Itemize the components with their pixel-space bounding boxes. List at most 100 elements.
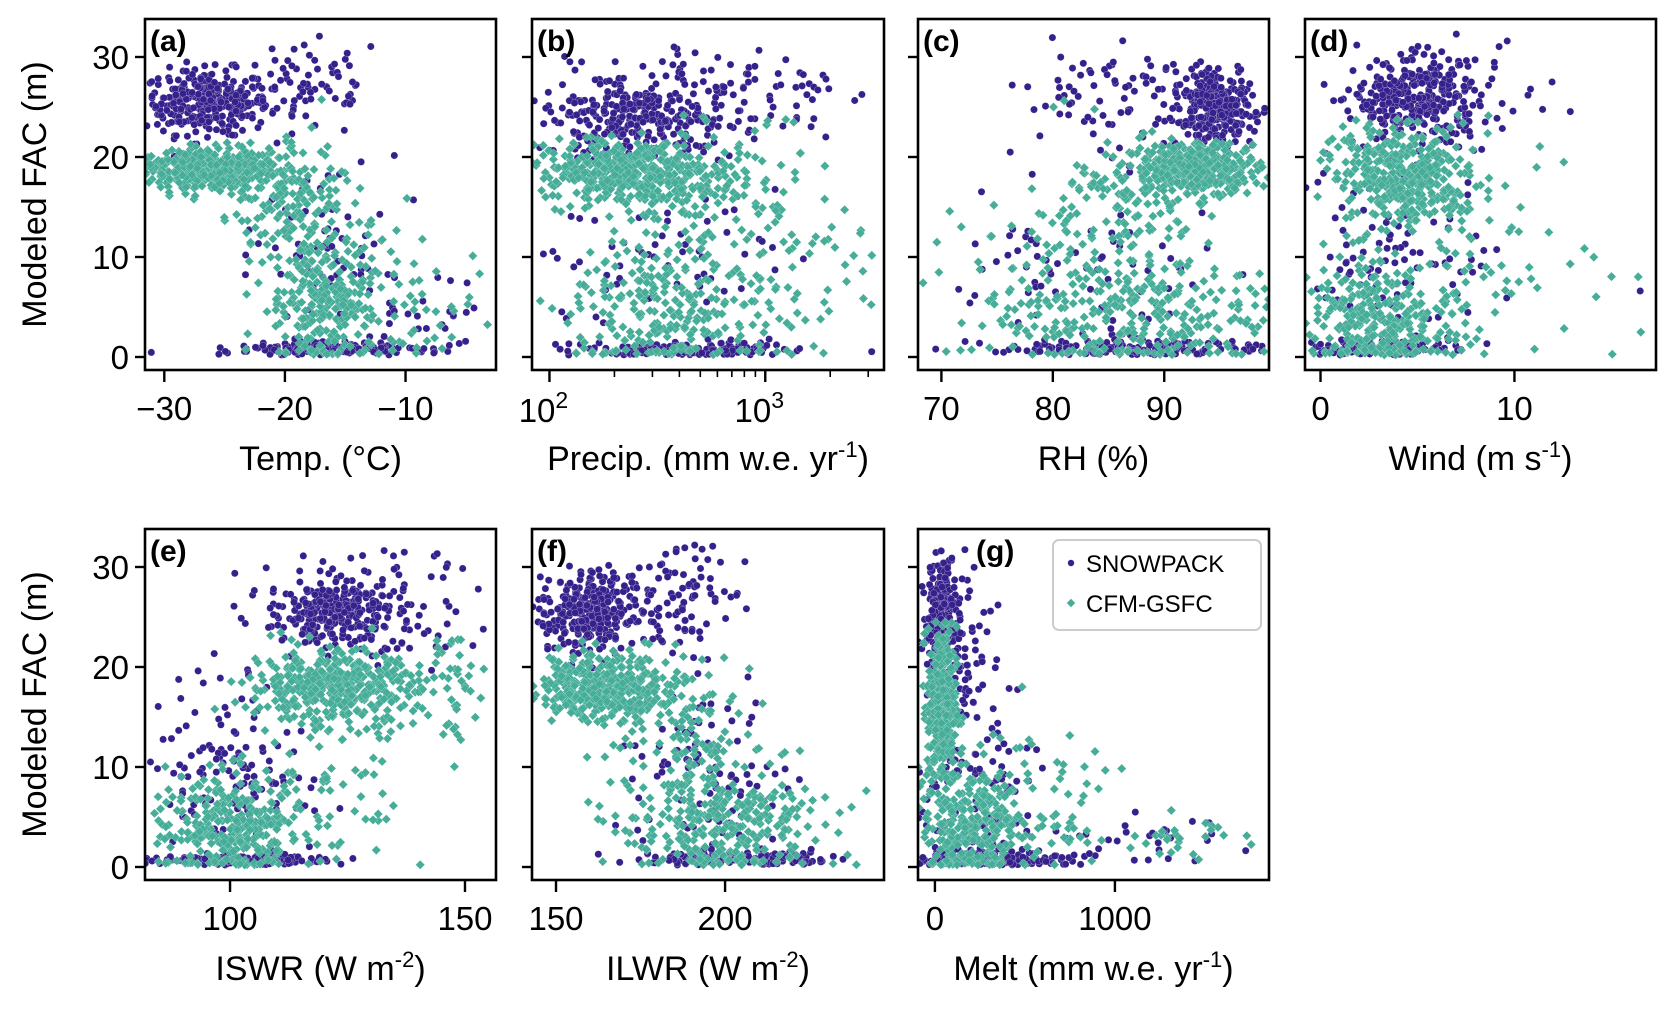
data-point-cfm-gsfc [618, 277, 629, 288]
data-point-snowpack [669, 61, 677, 69]
data-point-cfm-gsfc [782, 318, 792, 328]
data-point-snowpack [556, 119, 565, 127]
data-point-cfm-gsfc [1171, 308, 1182, 318]
data-point-cfm-gsfc [1194, 198, 1205, 209]
data-point-snowpack [445, 341, 454, 350]
data-point-cfm-gsfc [272, 200, 283, 211]
data-point-cfm-gsfc [750, 201, 761, 212]
data-point-cfm-gsfc [1178, 177, 1189, 188]
data-point-cfm-gsfc [690, 201, 700, 212]
data-point-cfm-gsfc [538, 140, 549, 151]
data-point-cfm-gsfc [718, 166, 728, 176]
data-point-cfm-gsfc [644, 330, 654, 341]
data-point-snowpack [1150, 92, 1159, 100]
data-point-snowpack [717, 101, 726, 110]
data-point-cfm-gsfc [1213, 160, 1224, 171]
data-point-cfm-gsfc [298, 148, 308, 158]
data-point-snowpack [238, 126, 247, 135]
data-point-cfm-gsfc [628, 171, 639, 182]
data-point-cfm-gsfc [231, 209, 242, 220]
data-point-cfm-gsfc [808, 341, 819, 352]
data-point-cfm-gsfc [1069, 322, 1079, 333]
data-point-cfm-gsfc [1142, 347, 1153, 357]
data-point-cfm-gsfc [585, 247, 596, 258]
data-point-snowpack [1488, 75, 1496, 83]
data-point-snowpack [304, 71, 313, 79]
x-axis-title: Precip. (mm w.e. yr-1) [547, 437, 869, 478]
data-point-cfm-gsfc [558, 172, 568, 183]
data-point-cfm-gsfc [686, 306, 697, 317]
data-point-cfm-gsfc [1026, 227, 1037, 237]
data-point-snowpack [175, 118, 184, 126]
data-point-snowpack [1420, 102, 1429, 111]
data-point-snowpack [744, 78, 753, 86]
data-point-snowpack [679, 60, 688, 68]
data-point-cfm-gsfc [997, 319, 1008, 330]
data-point-cfm-gsfc [1165, 205, 1176, 216]
data-point-cfm-gsfc [755, 345, 765, 356]
data-point-snowpack [675, 95, 684, 104]
data-point-snowpack [1231, 121, 1240, 130]
data-point-cfm-gsfc [598, 307, 608, 318]
data-point-cfm-gsfc [240, 344, 251, 355]
data-point-cfm-gsfc [1216, 285, 1227, 296]
data-point-snowpack [276, 76, 285, 85]
data-point-cfm-gsfc [706, 292, 717, 303]
data-point-snowpack [739, 84, 748, 92]
data-point-cfm-gsfc [1071, 208, 1082, 219]
data-point-snowpack [612, 102, 621, 111]
data-point-cfm-gsfc [1068, 298, 1079, 309]
data-point-snowpack [1439, 98, 1448, 106]
data-point-snowpack [208, 70, 216, 78]
points-layer [532, 43, 877, 360]
data-point-snowpack [954, 285, 963, 294]
data-point-snowpack [1181, 121, 1190, 129]
data-point-cfm-gsfc [741, 234, 752, 245]
data-point-snowpack [566, 58, 574, 66]
data-point-cfm-gsfc [268, 233, 278, 244]
data-point-cfm-gsfc [354, 217, 365, 228]
data-point-snowpack [1436, 62, 1444, 71]
data-point-cfm-gsfc [602, 175, 613, 186]
data-point-snowpack [1143, 55, 1152, 64]
data-point-cfm-gsfc [262, 239, 272, 250]
data-point-cfm-gsfc [317, 257, 327, 268]
data-point-cfm-gsfc [329, 250, 340, 261]
data-point-cfm-gsfc [303, 170, 313, 181]
data-point-snowpack [572, 111, 581, 119]
data-point-snowpack [1375, 81, 1383, 90]
data-point-cfm-gsfc [377, 234, 388, 245]
data-point-cfm-gsfc [262, 306, 272, 317]
data-point-snowpack [1423, 110, 1431, 119]
data-point-snowpack [241, 92, 249, 100]
y-tick-label: 0 [111, 339, 129, 376]
data-point-cfm-gsfc [575, 332, 586, 343]
data-point-snowpack [238, 112, 247, 120]
data-point-cfm-gsfc [721, 180, 732, 191]
data-point-cfm-gsfc [819, 297, 830, 308]
data-point-cfm-gsfc [190, 191, 201, 201]
data-point-cfm-gsfc [593, 159, 604, 169]
data-point-cfm-gsfc [676, 184, 687, 195]
data-point-cfm-gsfc [617, 181, 628, 192]
data-point-cfm-gsfc [1173, 340, 1184, 351]
series-cfm-gsfc [918, 95, 1269, 360]
data-point-cfm-gsfc [1128, 333, 1139, 344]
data-point-snowpack [462, 308, 471, 317]
data-point-cfm-gsfc [645, 337, 655, 347]
data-point-cfm-gsfc [1054, 210, 1065, 221]
data-point-snowpack [570, 263, 578, 271]
data-point-cfm-gsfc [318, 178, 329, 189]
data-point-cfm-gsfc [197, 181, 207, 191]
data-point-snowpack [651, 240, 659, 249]
data-point-cfm-gsfc [1079, 331, 1090, 342]
data-point-cfm-gsfc [1099, 300, 1110, 311]
data-point-cfm-gsfc [636, 256, 647, 267]
data-point-snowpack [1460, 82, 1468, 91]
data-point-cfm-gsfc [650, 229, 661, 240]
data-point-snowpack [850, 96, 859, 105]
data-point-cfm-gsfc [1069, 317, 1080, 328]
data-point-cfm-gsfc [306, 285, 316, 296]
data-point-cfm-gsfc [437, 343, 447, 354]
